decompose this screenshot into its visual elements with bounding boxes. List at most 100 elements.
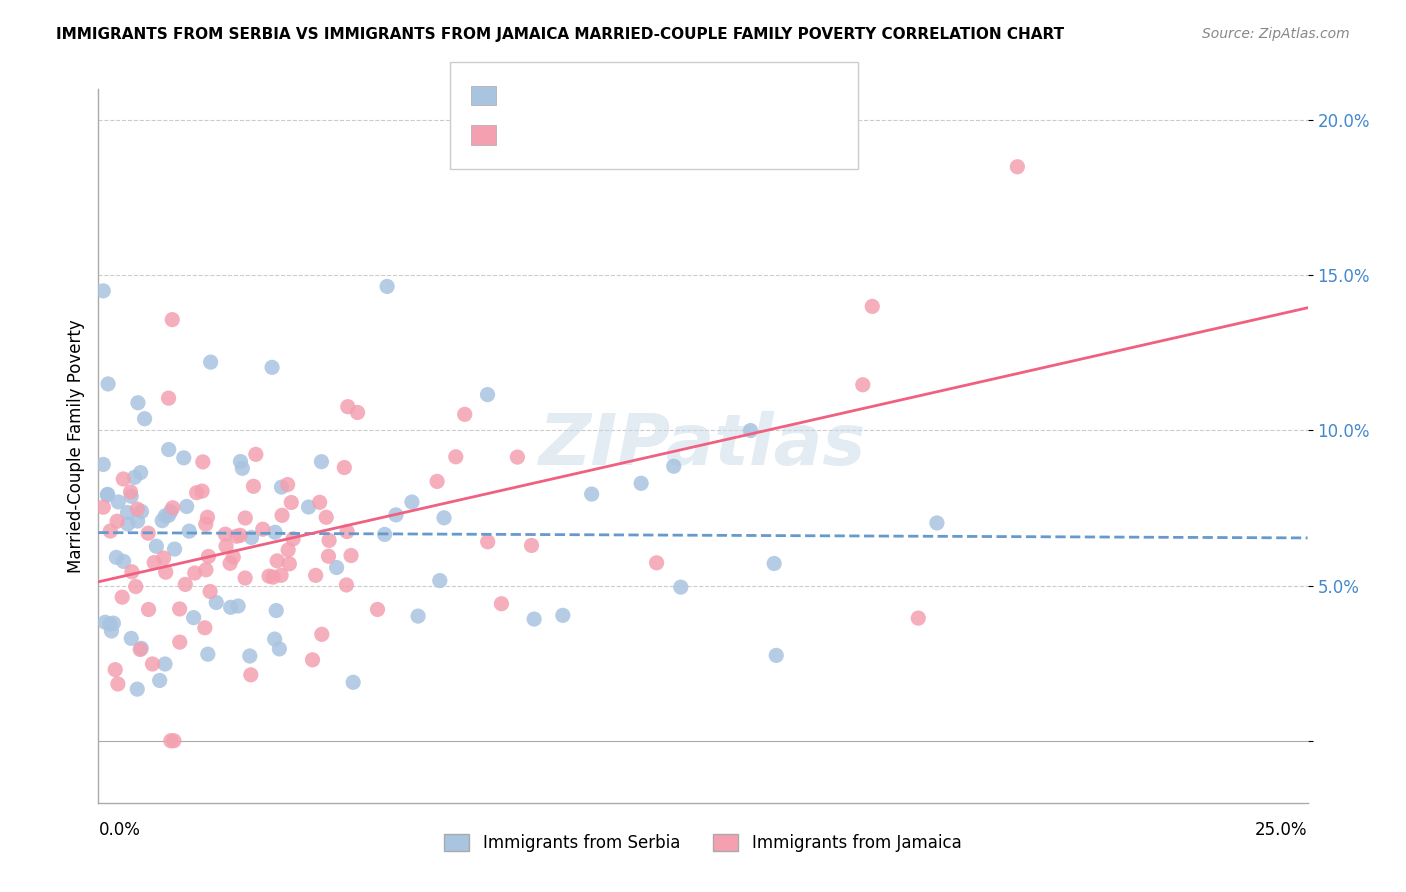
Point — [219, 557, 242, 571]
Point — [301, 653, 323, 667]
Point — [155, 508, 177, 523]
Point — [129, 641, 152, 656]
Point — [374, 527, 396, 541]
Point — [112, 472, 135, 486]
Point — [262, 570, 284, 584]
Point — [271, 508, 294, 523]
Point — [149, 673, 172, 688]
Point — [91, 284, 114, 298]
Point — [523, 612, 546, 626]
Point — [375, 279, 398, 293]
Point — [763, 557, 786, 571]
Point — [233, 511, 256, 525]
Point — [264, 525, 287, 540]
Point — [127, 396, 149, 410]
Point — [520, 538, 543, 552]
Point — [117, 516, 139, 531]
Point — [162, 500, 184, 515]
Point — [107, 677, 129, 691]
Point — [174, 577, 197, 591]
Point — [336, 400, 359, 414]
Point — [124, 470, 146, 484]
Point — [173, 450, 195, 465]
Point — [270, 568, 292, 582]
Point — [1007, 160, 1029, 174]
Point — [260, 360, 283, 375]
Point — [94, 615, 117, 630]
Point — [277, 477, 299, 491]
Point — [98, 524, 121, 538]
Point — [131, 504, 153, 518]
Point — [136, 526, 159, 541]
Point — [127, 682, 149, 697]
Point — [222, 550, 245, 565]
Point — [215, 539, 238, 553]
Point — [194, 563, 217, 577]
Point — [191, 484, 214, 499]
Point — [186, 485, 208, 500]
Text: ZIPatlas: ZIPatlas — [540, 411, 866, 481]
Point — [444, 450, 467, 464]
Text: 84: 84 — [682, 123, 704, 141]
Point — [191, 455, 214, 469]
Point — [91, 500, 114, 515]
Point — [477, 387, 499, 401]
Text: Source: ZipAtlas.com: Source: ZipAtlas.com — [1202, 27, 1350, 41]
Point — [311, 627, 333, 641]
Point — [120, 632, 142, 646]
Point — [740, 424, 762, 438]
Point — [297, 500, 319, 514]
Point — [127, 514, 149, 528]
Point — [318, 533, 340, 548]
Point — [506, 450, 529, 464]
Point — [454, 408, 477, 422]
Point — [401, 495, 423, 509]
Point — [257, 569, 280, 583]
Point — [340, 549, 363, 563]
Point — [305, 568, 328, 582]
Point — [325, 560, 347, 574]
Point — [240, 530, 263, 544]
Point — [159, 504, 181, 518]
Point — [385, 508, 408, 522]
Point — [141, 657, 163, 671]
Point — [91, 458, 114, 472]
Point — [645, 556, 668, 570]
Point — [252, 522, 274, 536]
Point — [129, 466, 152, 480]
Point — [630, 476, 652, 491]
Point — [852, 377, 875, 392]
Point — [105, 514, 128, 528]
Point — [669, 580, 692, 594]
Point — [129, 642, 152, 657]
Point — [200, 355, 222, 369]
Text: N =: N = — [626, 123, 673, 141]
Point — [925, 516, 948, 530]
Point — [242, 479, 264, 493]
Text: 25.0%: 25.0% — [1256, 822, 1308, 839]
Text: 0.0%: 0.0% — [98, 822, 141, 839]
Point — [197, 647, 219, 661]
Point — [194, 517, 217, 532]
Point — [143, 556, 166, 570]
Point — [263, 632, 285, 646]
Point — [152, 551, 174, 566]
Point — [315, 510, 337, 524]
Point — [233, 571, 256, 585]
Text: R =: R = — [485, 123, 531, 141]
Point — [406, 609, 429, 624]
Point — [97, 376, 120, 391]
Point — [214, 527, 236, 541]
Y-axis label: Married-Couple Family Poverty: Married-Couple Family Poverty — [66, 319, 84, 573]
Point — [150, 514, 173, 528]
Legend: Immigrants from Serbia, Immigrants from Jamaica: Immigrants from Serbia, Immigrants from … — [437, 827, 969, 859]
Point — [860, 299, 883, 313]
Point — [429, 574, 451, 588]
Point — [231, 461, 253, 475]
Point — [366, 602, 388, 616]
Point — [157, 508, 180, 523]
Point — [111, 590, 134, 604]
Point — [266, 554, 288, 568]
Point — [239, 668, 262, 682]
Point — [145, 539, 167, 553]
